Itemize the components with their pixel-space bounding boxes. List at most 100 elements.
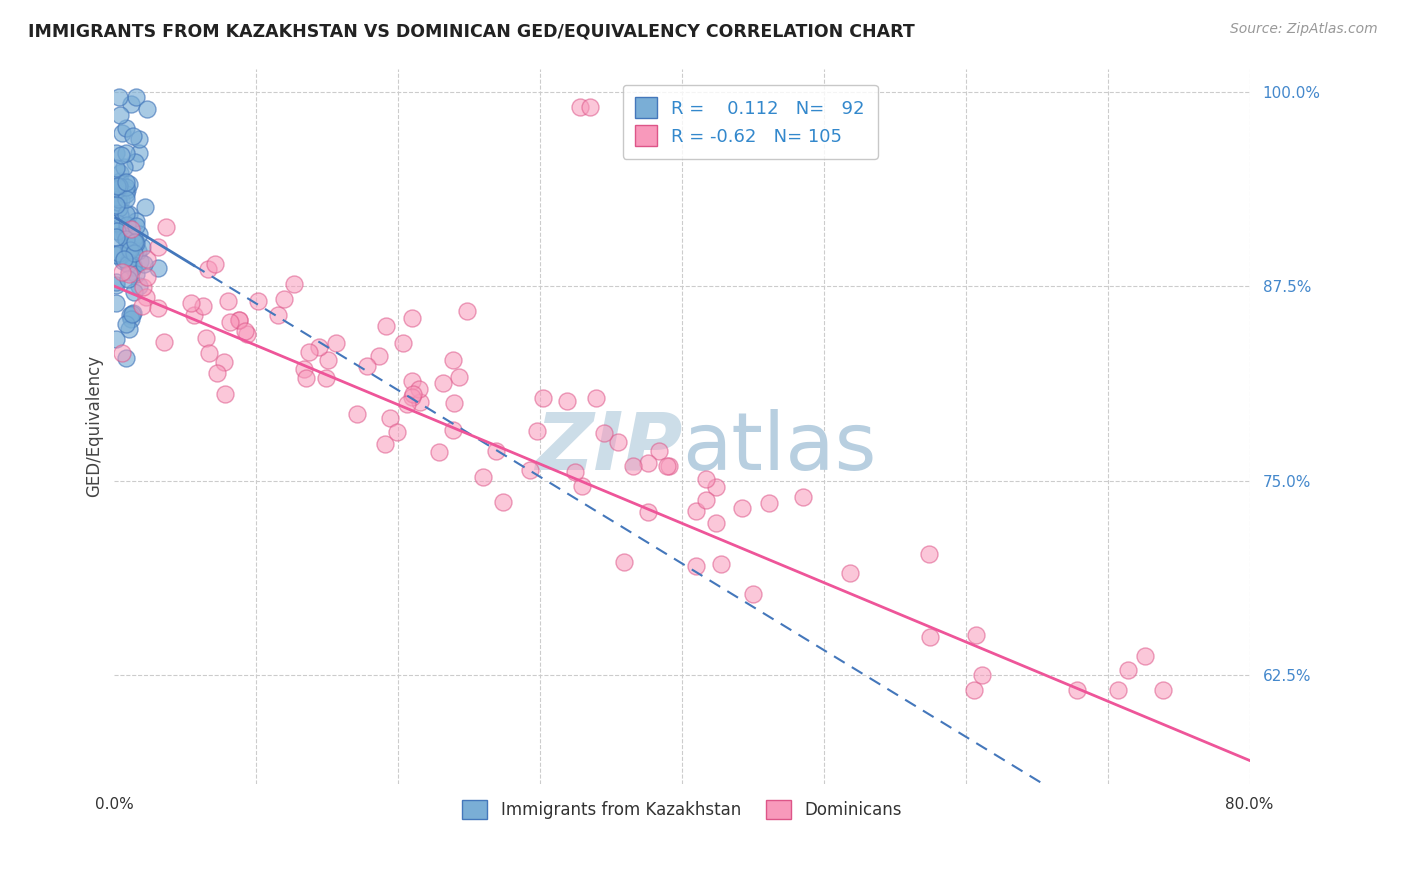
- Point: [519, 463, 541, 477]
- Point: [839, 566, 862, 581]
- Point: [228, 313, 250, 327]
- Point: [128, 254, 150, 268]
- Point: [131, 240, 153, 254]
- Point: [1152, 683, 1174, 698]
- Point: [792, 490, 814, 504]
- Point: [401, 374, 423, 388]
- Point: [115, 192, 138, 206]
- Text: Source: ZipAtlas.com: Source: ZipAtlas.com: [1230, 22, 1378, 37]
- Point: [685, 504, 707, 518]
- Point: [124, 235, 146, 249]
- Point: [135, 290, 157, 304]
- Point: [112, 226, 135, 240]
- Point: [115, 187, 138, 202]
- Point: [114, 317, 136, 331]
- Point: [110, 228, 132, 243]
- Point: [108, 179, 131, 194]
- Point: [110, 346, 132, 360]
- Point: [127, 244, 149, 259]
- Point: [146, 260, 169, 275]
- Point: [125, 214, 148, 228]
- Point: [117, 255, 139, 269]
- Point: [273, 292, 295, 306]
- Point: [447, 369, 470, 384]
- Point: [233, 324, 256, 338]
- Point: [108, 246, 131, 260]
- Point: [685, 558, 707, 573]
- Point: [107, 181, 129, 195]
- Point: [378, 411, 401, 425]
- Point: [197, 262, 219, 277]
- Point: [246, 293, 269, 308]
- Point: [110, 148, 132, 162]
- Point: [578, 100, 600, 114]
- Point: [104, 248, 127, 262]
- Point: [492, 495, 515, 509]
- Point: [395, 397, 418, 411]
- Point: [387, 425, 409, 439]
- Point: [298, 344, 321, 359]
- Point: [125, 219, 148, 233]
- Point: [120, 244, 142, 258]
- Point: [485, 443, 508, 458]
- Point: [115, 232, 138, 246]
- Point: [568, 100, 591, 114]
- Point: [432, 376, 454, 391]
- Point: [346, 407, 368, 421]
- Point: [731, 501, 754, 516]
- Point: [1066, 683, 1088, 698]
- Point: [695, 472, 717, 486]
- Point: [531, 391, 554, 405]
- Point: [704, 516, 727, 531]
- Point: [107, 193, 129, 207]
- Point: [120, 308, 142, 322]
- Point: [114, 145, 136, 160]
- Point: [472, 470, 495, 484]
- Point: [214, 387, 236, 401]
- Point: [118, 267, 141, 281]
- Point: [131, 299, 153, 313]
- Point: [118, 265, 141, 279]
- Point: [121, 128, 143, 143]
- Point: [104, 278, 127, 293]
- Point: [104, 295, 127, 310]
- Point: [128, 132, 150, 146]
- Point: [555, 394, 578, 409]
- Point: [108, 208, 131, 222]
- Point: [402, 386, 425, 401]
- Point: [456, 304, 478, 318]
- Point: [408, 382, 430, 396]
- Point: [592, 425, 614, 440]
- Point: [117, 243, 139, 257]
- Point: [114, 252, 136, 266]
- Point: [122, 259, 145, 273]
- Point: [970, 668, 993, 682]
- Point: [637, 505, 659, 519]
- Point: [105, 161, 128, 176]
- Point: [128, 279, 150, 293]
- Point: [132, 257, 155, 271]
- Legend: Immigrants from Kazakhstan, Dominicans: Immigrants from Kazakhstan, Dominicans: [456, 793, 908, 825]
- Point: [205, 366, 228, 380]
- Point: [107, 90, 129, 104]
- Point: [108, 108, 131, 122]
- Point: [120, 222, 142, 236]
- Point: [427, 445, 450, 459]
- Point: [367, 349, 389, 363]
- Point: [111, 254, 134, 268]
- Point: [1118, 663, 1140, 677]
- Point: [114, 351, 136, 365]
- Point: [105, 145, 128, 160]
- Point: [117, 244, 139, 259]
- Y-axis label: GED/Equivalency: GED/Equivalency: [86, 355, 103, 497]
- Point: [217, 294, 239, 309]
- Point: [115, 234, 138, 248]
- Point: [741, 587, 763, 601]
- Point: [648, 443, 671, 458]
- Point: [148, 301, 170, 315]
- Point: [122, 306, 145, 320]
- Point: [105, 216, 128, 230]
- Point: [292, 362, 315, 376]
- Point: [564, 465, 586, 479]
- Point: [117, 257, 139, 271]
